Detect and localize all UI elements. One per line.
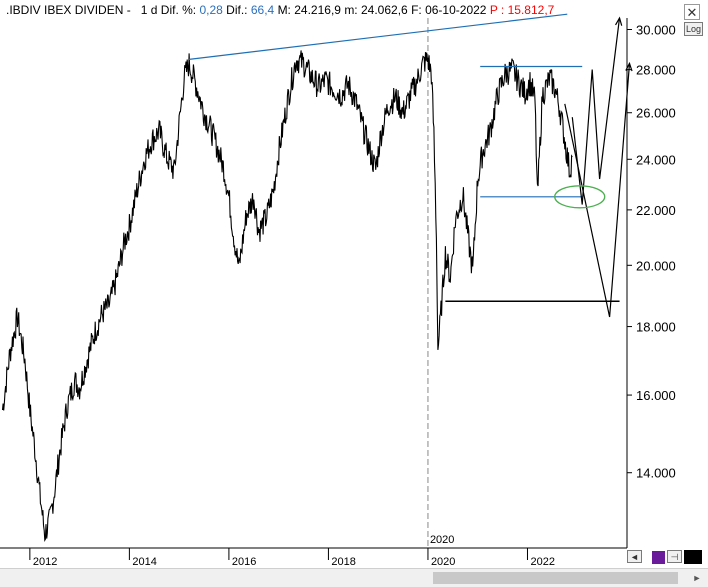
y-tick-label: 30.000 xyxy=(636,23,676,38)
horizontal-scrollbar[interactable]: ► xyxy=(0,568,708,587)
chart-header: .IBDIV IBEX DIVIDEN - 1 d Dif. %: 0,28 D… xyxy=(6,3,555,17)
y-tick-label: 20.000 xyxy=(636,258,676,273)
save-icon[interactable] xyxy=(652,551,665,564)
y-tick-label: 28.000 xyxy=(636,63,676,78)
x-tick-label: 2016 xyxy=(232,556,256,568)
y-tick-label: 24.000 xyxy=(636,152,676,167)
y-tick-label: 22.000 xyxy=(636,203,676,218)
dif-label: Dif.: xyxy=(226,3,248,17)
pin-icon[interactable]: ⊣ xyxy=(667,550,682,563)
dif-pct-label: Dif. %: xyxy=(160,3,197,17)
x-tick-label: 2018 xyxy=(331,556,355,568)
y-tick-label: 26.000 xyxy=(636,106,676,121)
log-scale-button[interactable]: Log xyxy=(684,22,703,36)
date-label: F: xyxy=(411,3,422,17)
max-label: M: xyxy=(277,3,291,17)
min-value: 24.062,6 xyxy=(361,3,408,17)
symbol: .IBDIV xyxy=(6,3,41,17)
price-value: 15.812,7 xyxy=(507,3,555,17)
projection-path-b xyxy=(564,63,631,318)
year-marker-label: 2020 xyxy=(430,534,454,546)
dif-pct-value: 0,28 xyxy=(199,3,223,17)
x-tick-label: 2012 xyxy=(33,556,57,568)
dif-value: 66,4 xyxy=(250,3,275,17)
period: 1 d xyxy=(140,3,158,17)
y-tick-label: 14.000 xyxy=(636,466,676,481)
fill-button[interactable] xyxy=(684,550,702,564)
instrument-name: IBEX DIVIDEN xyxy=(44,3,124,17)
projection-arrow-a xyxy=(615,16,623,26)
highlight-ellipse xyxy=(554,185,606,209)
close-icon[interactable]: ✕ xyxy=(684,4,700,20)
y-tick-label: 16.000 xyxy=(636,388,676,403)
scroll-left-button[interactable]: ◄ xyxy=(627,550,642,563)
max-value: 24.216,9 xyxy=(294,3,341,17)
price-label: P : xyxy=(489,3,505,17)
scroll-right-icon[interactable]: ► xyxy=(692,573,702,583)
projection-path-a xyxy=(571,17,621,205)
x-tick-label: 2014 xyxy=(132,556,156,568)
x-tick-label: 2022 xyxy=(530,556,554,568)
x-tick-label: 2020 xyxy=(431,556,455,568)
date-value: 06-10-2022 xyxy=(425,3,487,17)
upper-trendline xyxy=(189,13,568,60)
min-label: m: xyxy=(344,3,358,17)
scrollbar-thumb[interactable] xyxy=(433,572,678,584)
y-tick-label: 18.000 xyxy=(636,320,676,335)
projection-arrow-b xyxy=(625,61,633,72)
price-series-line xyxy=(1,50,573,542)
